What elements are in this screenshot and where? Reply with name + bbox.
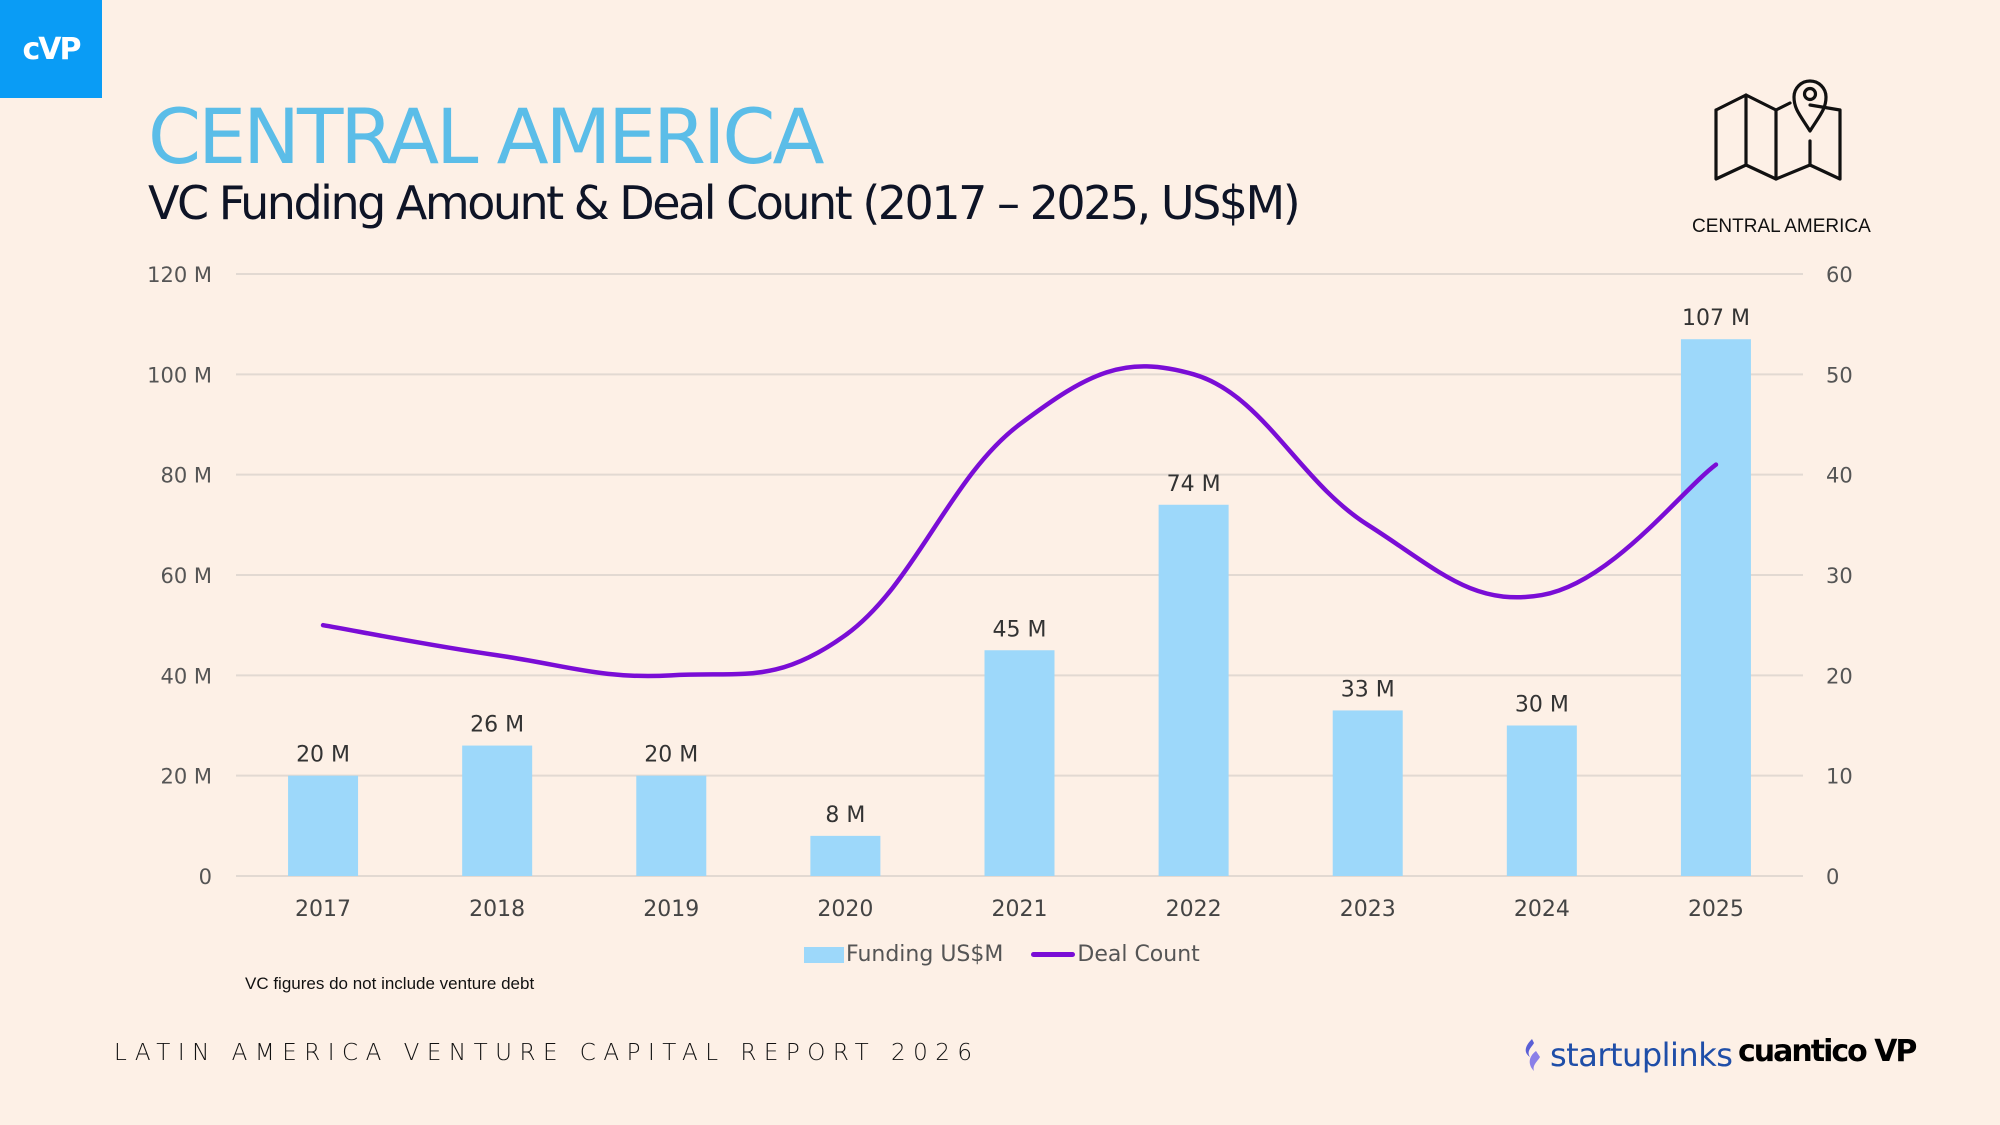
y-tick-label: 40 M [160, 664, 212, 688]
bar-2020 [810, 835, 881, 876]
y2-tick-label: 20 [1826, 664, 1853, 688]
bar-data-label: 107 M [1682, 306, 1750, 331]
cvp-logo: cVP [0, 0, 102, 98]
page-title: CENTRAL AMERICA [148, 92, 824, 181]
x-tick-label: 2021 [992, 897, 1048, 922]
legend-label-funding: Funding US$M [846, 942, 1004, 967]
x-tick-label: 2022 [1166, 897, 1222, 922]
bar-data-label: 74 M [1167, 472, 1221, 497]
bar-2017 [288, 775, 359, 876]
map-pin-icon [1714, 79, 1842, 181]
x-tick-label: 2017 [295, 897, 351, 922]
bar-2024 [1506, 725, 1577, 876]
bar-data-label: 20 M [644, 743, 698, 768]
x-tick-label: 2025 [1688, 897, 1744, 922]
legend-swatch-funding [804, 946, 844, 963]
y-tick-label: 20 M [160, 765, 212, 789]
y2-tick-label: 10 [1826, 765, 1853, 789]
y2-tick-label: 50 [1826, 363, 1853, 387]
y2-tick-label: 60 [1826, 263, 1853, 287]
x-tick-label: 2023 [1340, 897, 1396, 922]
y-tick-label: 80 M [160, 464, 212, 488]
legend-label-deal-count: Deal Count [1077, 942, 1200, 967]
bar-2022 [1158, 504, 1229, 876]
bar-data-label: 45 M [993, 617, 1047, 642]
x-tick-label: 2018 [469, 897, 525, 922]
chart-subtitle: VC Funding Amount & Deal Count (2017 – 2… [148, 176, 1301, 230]
legend-swatch-deal-count [1031, 952, 1076, 957]
y-tick-label: 120 M [147, 263, 212, 287]
y2-tick-label: 30 [1826, 564, 1853, 588]
bar-data-label: 20 M [296, 743, 350, 768]
bar-data-label: 26 M [470, 713, 524, 738]
region-label: CENTRAL AMERICA [1692, 216, 1871, 237]
bar-data-label: 33 M [1341, 677, 1395, 702]
report-title: LATIN AMERICA VENTURE CAPITAL REPORT 202… [114, 1040, 980, 1066]
footnote: VC figures do not include venture debt [245, 974, 535, 993]
bar-data-label: 8 M [825, 803, 865, 828]
flame-icon [1525, 1039, 1540, 1071]
y-tick-label: 60 M [160, 564, 212, 588]
bar-2021 [984, 650, 1055, 876]
bar-2019 [636, 775, 707, 876]
chart-legend: Funding US$M Deal Count [804, 942, 1200, 967]
x-tick-label: 2024 [1514, 897, 1570, 922]
startuplinks-logo: startuplinks [1522, 1036, 1733, 1074]
bar-2023 [1332, 710, 1403, 876]
bar-data-label: 30 M [1515, 693, 1569, 718]
startuplinks-text: startuplinks [1550, 1036, 1733, 1074]
y-tick-label: 100 M [147, 363, 212, 387]
y-tick-label: 0 [199, 865, 212, 889]
y2-tick-label: 0 [1826, 865, 1839, 889]
cuantico-logo: cuantico VP [1738, 1034, 1917, 1069]
x-tick-label: 2020 [817, 897, 873, 922]
y2-tick-label: 40 [1826, 464, 1853, 488]
x-tick-label: 2019 [643, 897, 699, 922]
bar-2025 [1680, 339, 1751, 876]
bar-2018 [462, 745, 533, 876]
deal-count-line [320, 364, 1719, 679]
